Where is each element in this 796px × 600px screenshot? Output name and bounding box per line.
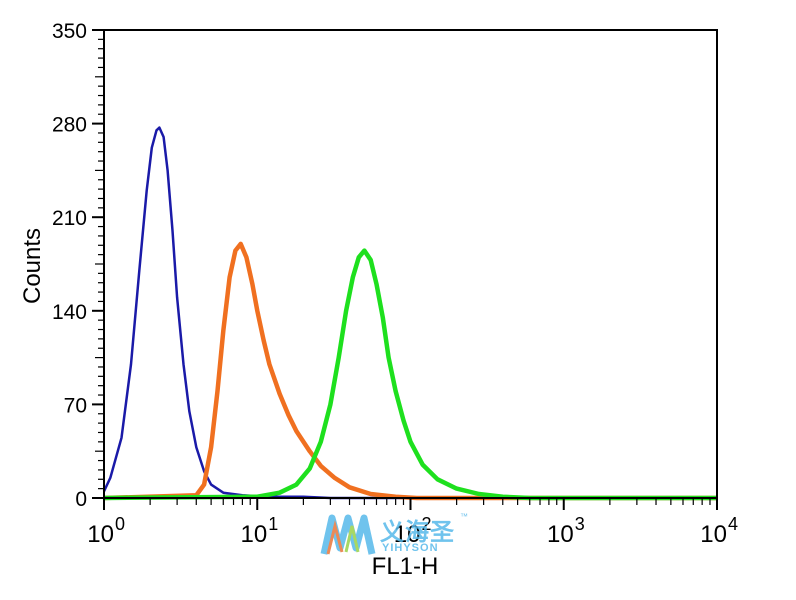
x-tick-exponent: 4 — [728, 514, 738, 534]
y-tick-label: 350 — [52, 20, 87, 43]
y-tick-label: 140 — [52, 301, 87, 324]
x-tick-exponent: 3 — [575, 514, 585, 534]
x-tick-label: 10 — [394, 521, 421, 548]
series-layer — [102, 126, 717, 501]
y-tick-label: 70 — [64, 394, 87, 417]
y-tick-label: 280 — [52, 114, 87, 137]
brand-watermark: 义海圣 ™ YIHYSON — [318, 508, 488, 568]
x-tick-exponent: 0 — [115, 514, 125, 534]
x-tick-label: 10 — [547, 521, 574, 548]
x-axis: 10 0 10 1 10 2 10 3 10 4 — [87, 498, 738, 548]
x-tick-label: 10 — [241, 521, 268, 548]
brand-trademark: ™ — [460, 512, 468, 521]
y-axis-label: Counts — [19, 228, 46, 304]
brand-logo-icon — [320, 514, 376, 555]
x-axis-label: FL1-H — [372, 553, 439, 580]
plot-frame — [103, 29, 718, 499]
histogram-series-2 — [103, 241, 717, 501]
y-tick-label: 0 — [75, 488, 87, 511]
x-tick-label: 10 — [87, 521, 114, 548]
brand-name-en: YIHYSON — [382, 542, 439, 554]
y-axis: 0 70 140 210 280 350 — [52, 20, 104, 511]
x-tick-exponent: 1 — [268, 514, 278, 534]
x-tick-label: 10 — [700, 521, 727, 548]
y-tick-label: 210 — [52, 207, 87, 230]
histogram-series-3 — [103, 248, 717, 501]
x-tick-exponent: 2 — [422, 514, 432, 534]
brand-name-cn: 义海圣 — [380, 518, 455, 546]
